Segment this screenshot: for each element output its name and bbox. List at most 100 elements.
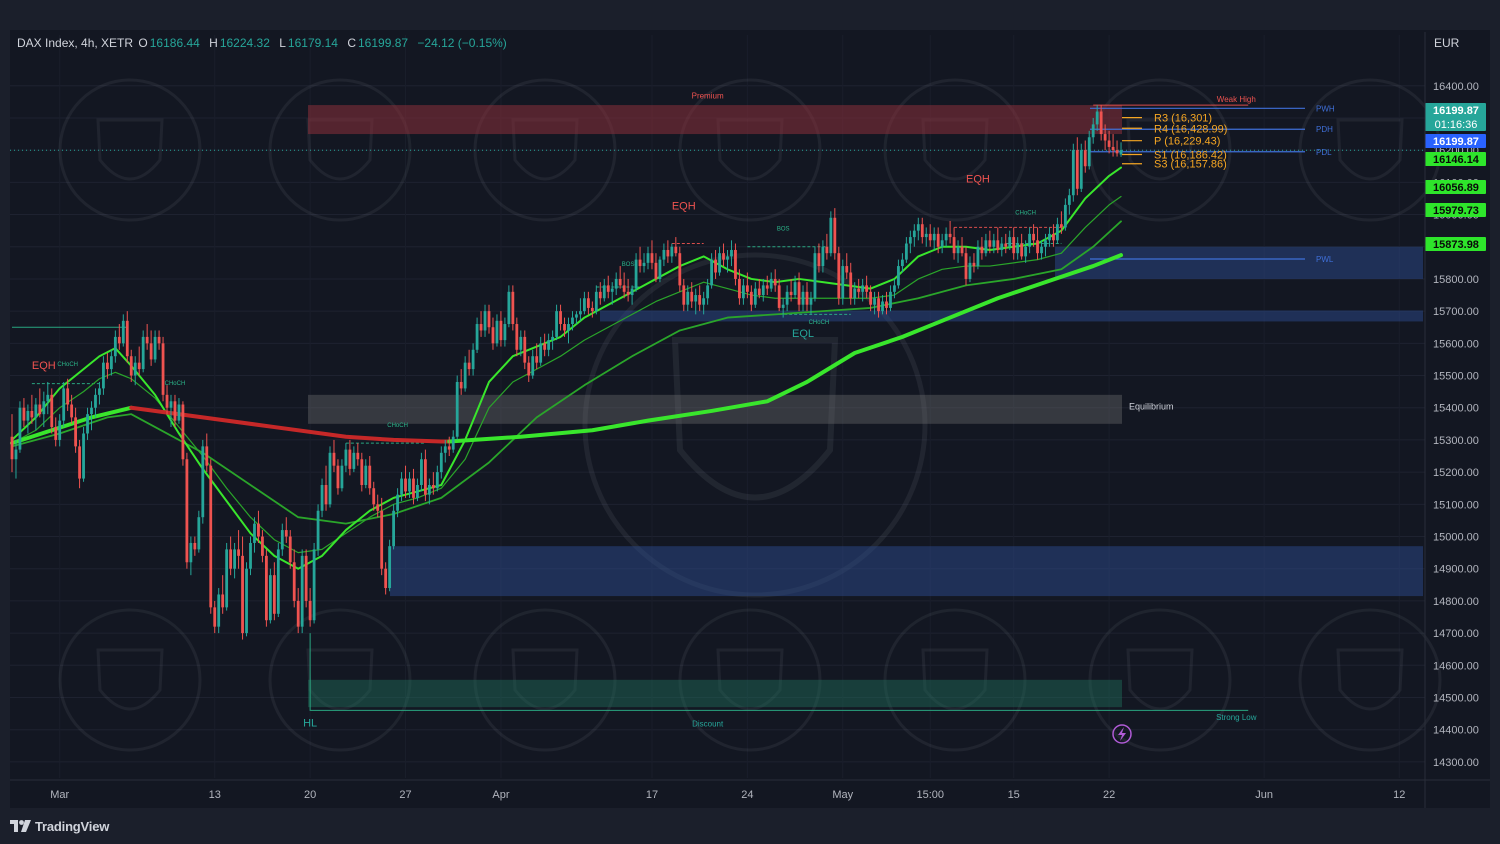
- candle[interactable]: [157, 330, 161, 350]
- candle[interactable]: [14, 439, 18, 479]
- candle[interactable]: [102, 356, 105, 395]
- candle[interactable]: [66, 378, 70, 411]
- candle[interactable]: [185, 452, 189, 569]
- candle[interactable]: [276, 542, 280, 618]
- candle[interactable]: [936, 227, 940, 254]
- candle[interactable]: [70, 394, 74, 424]
- candle[interactable]: [598, 282, 602, 305]
- candle[interactable]: [431, 472, 435, 495]
- candle[interactable]: [205, 433, 209, 473]
- candle[interactable]: [964, 246, 968, 286]
- candle[interactable]: [932, 227, 936, 250]
- candle[interactable]: [952, 227, 956, 260]
- candle[interactable]: [74, 407, 77, 453]
- candle[interactable]: [781, 298, 785, 318]
- candle[interactable]: [622, 272, 626, 299]
- candle[interactable]: [539, 336, 543, 366]
- candle[interactable]: [280, 523, 284, 556]
- candle[interactable]: [368, 456, 372, 495]
- candle[interactable]: [22, 398, 26, 428]
- candle[interactable]: [706, 278, 710, 305]
- candle[interactable]: [376, 494, 380, 518]
- candle[interactable]: [412, 468, 415, 505]
- candle[interactable]: [515, 317, 519, 357]
- candle[interactable]: [404, 465, 407, 498]
- candle[interactable]: [730, 240, 733, 267]
- candle[interactable]: [702, 291, 706, 315]
- candle[interactable]: [455, 375, 459, 440]
- candle[interactable]: [253, 517, 256, 553]
- candle[interactable]: [674, 237, 678, 257]
- candle[interactable]: [801, 285, 805, 312]
- candle[interactable]: [1024, 240, 1028, 263]
- candle[interactable]: [1099, 105, 1103, 141]
- candle[interactable]: [316, 504, 320, 556]
- candle[interactable]: [757, 278, 761, 299]
- candle[interactable]: [920, 217, 924, 244]
- candle[interactable]: [650, 240, 654, 270]
- candle[interactable]: [352, 446, 356, 473]
- candle[interactable]: [90, 401, 93, 431]
- candle[interactable]: [125, 311, 129, 363]
- candle[interactable]: [149, 330, 153, 366]
- candle[interactable]: [916, 217, 920, 241]
- candle[interactable]: [749, 285, 753, 312]
- candle[interactable]: [145, 324, 149, 350]
- candle[interactable]: [380, 497, 384, 576]
- candle[interactable]: [225, 542, 229, 611]
- candle[interactable]: [829, 211, 833, 257]
- candle[interactable]: [372, 481, 376, 511]
- candle[interactable]: [78, 439, 81, 489]
- candle[interactable]: [18, 401, 22, 453]
- candle[interactable]: [877, 291, 880, 318]
- candle[interactable]: [332, 439, 336, 473]
- candle[interactable]: [694, 288, 698, 315]
- candle[interactable]: [233, 542, 236, 579]
- candle[interactable]: [400, 472, 403, 502]
- candle[interactable]: [1048, 227, 1051, 247]
- candle[interactable]: [46, 381, 50, 415]
- candle[interactable]: [82, 427, 85, 482]
- candle[interactable]: [1119, 142, 1123, 157]
- candle[interactable]: [523, 330, 527, 370]
- candle[interactable]: [1087, 130, 1091, 170]
- candle[interactable]: [324, 465, 328, 511]
- candle[interactable]: [976, 240, 980, 270]
- candle[interactable]: [583, 291, 586, 315]
- candle[interactable]: [968, 256, 972, 283]
- candle[interactable]: [1000, 237, 1004, 257]
- candle[interactable]: [630, 285, 634, 305]
- symbol-title[interactable]: DAX Index, 4h, XETR: [17, 36, 134, 50]
- candle[interactable]: [1040, 240, 1043, 260]
- candle[interactable]: [897, 259, 900, 289]
- candle[interactable]: [34, 398, 38, 431]
- candle[interactable]: [682, 278, 686, 312]
- candle[interactable]: [805, 282, 809, 312]
- candle[interactable]: [435, 465, 439, 492]
- candle[interactable]: [559, 304, 562, 331]
- candle[interactable]: [1111, 134, 1115, 157]
- candle[interactable]: [634, 253, 638, 292]
- candle[interactable]: [785, 285, 789, 312]
- candle[interactable]: [213, 600, 217, 634]
- candle[interactable]: [678, 246, 682, 292]
- symbol-ohlc-legend[interactable]: DAX Index, 4h, XETR O 16186.44 H 16224.32 …: [17, 36, 509, 50]
- candle[interactable]: [1095, 105, 1099, 131]
- candle[interactable]: [666, 240, 670, 263]
- candle[interactable]: [1091, 117, 1095, 144]
- candle[interactable]: [885, 291, 888, 315]
- candle[interactable]: [221, 575, 225, 614]
- candle[interactable]: [956, 240, 960, 263]
- candle[interactable]: [857, 278, 861, 299]
- candle[interactable]: [809, 291, 813, 315]
- candle[interactable]: [1012, 227, 1016, 260]
- candle[interactable]: [1016, 237, 1020, 260]
- candle[interactable]: [499, 311, 503, 347]
- candle[interactable]: [443, 439, 447, 463]
- candle[interactable]: [1032, 224, 1035, 247]
- candle[interactable]: [698, 285, 702, 312]
- candle[interactable]: [726, 249, 729, 273]
- time-axis[interactable]: Mar 13 20 27 Apr 17 24 May 15:00 15 22 Jun 12: [50, 789, 1405, 801]
- chart-panel[interactable]: [10, 30, 1490, 808]
